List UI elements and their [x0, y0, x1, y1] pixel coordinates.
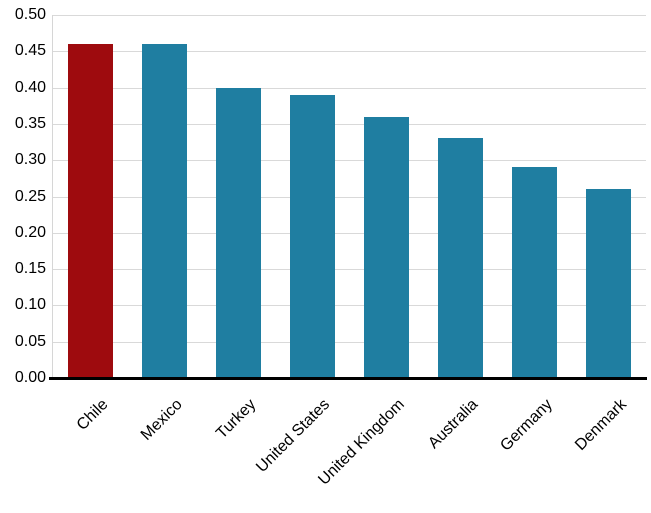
bar-germany [512, 167, 558, 378]
gridline [53, 51, 646, 53]
gridline [53, 269, 646, 271]
bar-chile [67, 44, 113, 378]
y-tick-label: 0.10 [14, 296, 46, 314]
gridline [53, 305, 646, 307]
y-tick-label: 0.40 [14, 78, 46, 96]
gridline [53, 160, 646, 162]
gridline [53, 15, 646, 16]
plot-area [52, 15, 646, 378]
x-category-label-australia: Australia [425, 396, 482, 453]
y-tick-label: 0.45 [14, 42, 46, 60]
gridline [53, 123, 646, 125]
x-category-label-united-kingdom: United Kingdom [315, 396, 408, 489]
x-category-label-chile: Chile [73, 396, 112, 434]
gridline [53, 196, 646, 198]
bar-united-kingdom [364, 116, 410, 378]
y-tick-label: 0.50 [14, 6, 46, 23]
y-tick-label: 0.00 [14, 369, 46, 386]
bar-turkey [215, 87, 261, 378]
bar-united-states [289, 94, 335, 378]
y-tick-label: 0.15 [14, 260, 46, 278]
x-axis-line [49, 377, 647, 380]
y-tick-label: 0.30 [14, 151, 46, 169]
x-category-label-mexico: Mexico [137, 396, 186, 444]
x-category-label-germany: Germany [497, 396, 556, 455]
x-category-label-united-states: United States [253, 396, 334, 476]
bar-denmark [586, 189, 632, 378]
y-tick-label: 0.35 [14, 114, 46, 132]
gridline [53, 87, 646, 89]
y-tick-label: 0.20 [14, 223, 46, 241]
y-tick-label: 0.05 [14, 332, 46, 350]
gridline [53, 341, 646, 343]
bar-australia [438, 138, 484, 378]
gridline [53, 232, 646, 234]
x-category-label-denmark: Denmark [572, 396, 630, 454]
y-tick-label: 0.25 [14, 187, 46, 205]
bar-mexico [141, 44, 187, 378]
x-category-label-turkey: Turkey [213, 396, 260, 443]
